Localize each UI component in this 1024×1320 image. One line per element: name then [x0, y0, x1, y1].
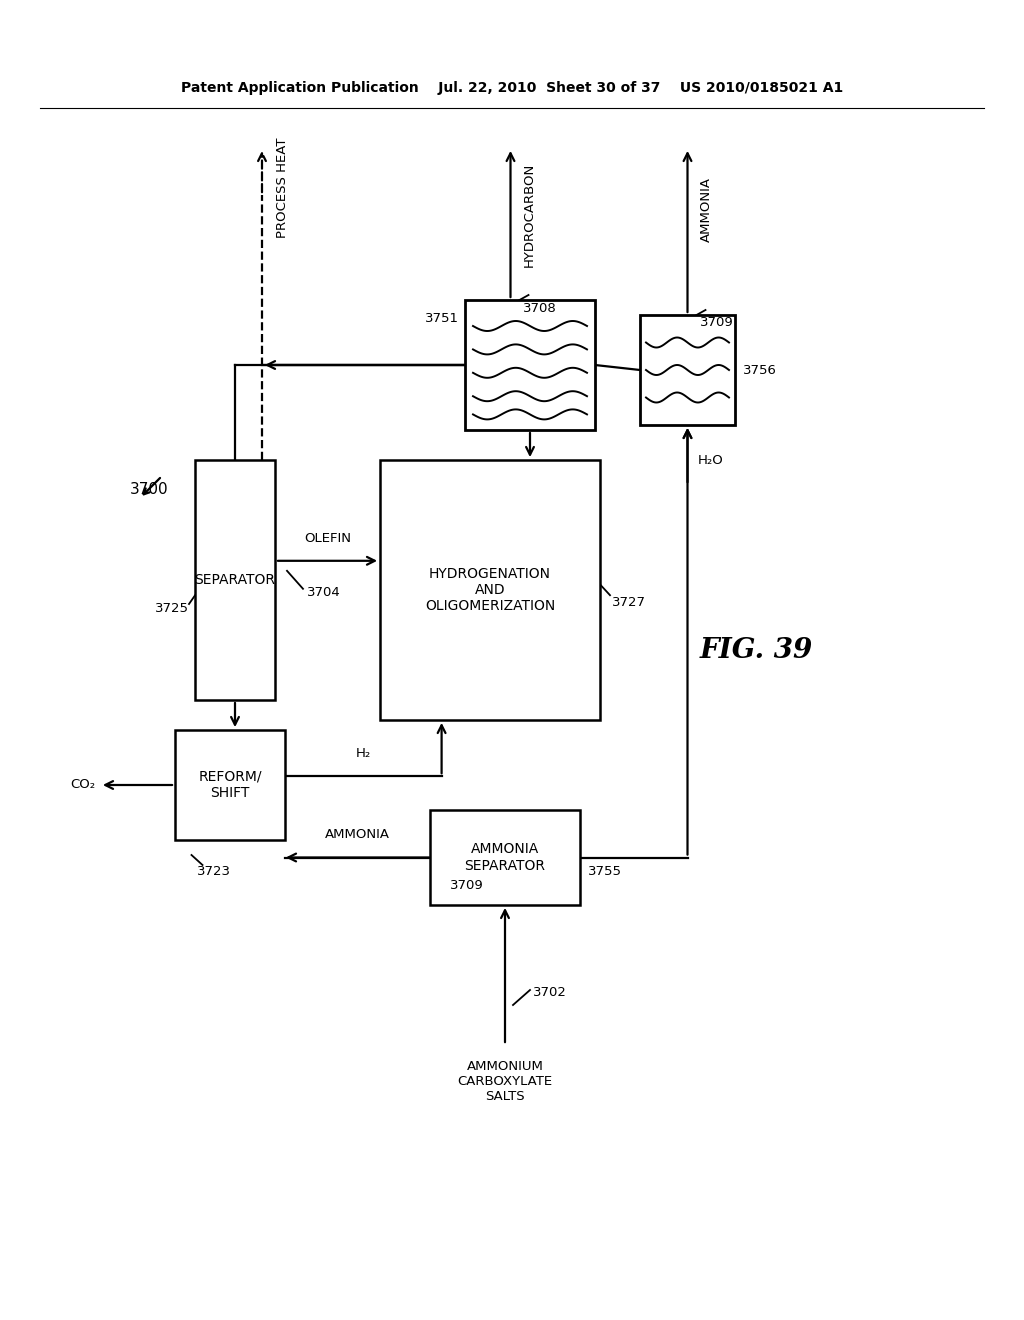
Text: 3755: 3755: [588, 865, 622, 878]
Text: H₂: H₂: [355, 747, 371, 760]
Text: FIG. 39: FIG. 39: [700, 636, 813, 664]
Text: AMMONIA: AMMONIA: [699, 177, 713, 243]
Text: PROCESS HEAT: PROCESS HEAT: [276, 137, 289, 238]
Bar: [195, 459, 275, 700]
Text: 3725: 3725: [155, 602, 189, 615]
Text: 3751: 3751: [425, 312, 459, 325]
Text: HYDROCARBON: HYDROCARBON: [522, 162, 536, 267]
Text: 3700: 3700: [130, 483, 169, 498]
Text: 3723: 3723: [197, 865, 230, 878]
Text: 3708: 3708: [522, 301, 556, 314]
Text: 3727: 3727: [612, 597, 646, 610]
Text: CO₂: CO₂: [70, 779, 95, 792]
Text: SEPARATOR: SEPARATOR: [195, 573, 275, 587]
Text: AMMONIUM
CARBOXYLATE
SALTS: AMMONIUM CARBOXYLATE SALTS: [458, 1060, 553, 1104]
Bar: [380, 459, 600, 719]
Text: 3756: 3756: [743, 363, 777, 376]
Text: HYDROGENATION
AND
OLIGOMERIZATION: HYDROGENATION AND OLIGOMERIZATION: [425, 566, 555, 614]
Bar: [430, 810, 580, 906]
Text: 3709: 3709: [699, 317, 733, 330]
Bar: [175, 730, 285, 840]
Text: 3702: 3702: [534, 986, 567, 999]
Text: 3704: 3704: [307, 586, 341, 599]
Text: REFORM/
SHIFT: REFORM/ SHIFT: [199, 770, 262, 800]
Bar: [640, 315, 735, 425]
Text: AMMONIA: AMMONIA: [325, 829, 390, 842]
Text: AMMONIA
SEPARATOR: AMMONIA SEPARATOR: [465, 842, 546, 873]
Text: 3709: 3709: [450, 879, 483, 892]
Bar: [465, 300, 595, 430]
Text: OLEFIN: OLEFIN: [304, 532, 351, 545]
Text: H₂O: H₂O: [697, 454, 723, 466]
Text: Patent Application Publication    Jul. 22, 2010  Sheet 30 of 37    US 2010/01850: Patent Application Publication Jul. 22, …: [181, 81, 843, 95]
